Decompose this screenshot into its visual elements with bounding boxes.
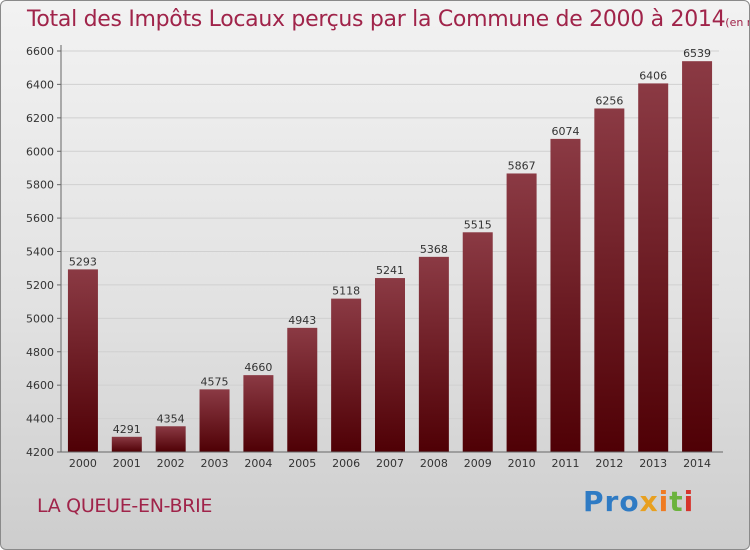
- x-tick-label: 2006: [332, 457, 360, 470]
- x-tick-label: 2000: [69, 457, 97, 470]
- bar-value-label: 4575: [201, 375, 229, 388]
- x-tick-label: 2003: [201, 457, 229, 470]
- bar-value-label: 4660: [244, 361, 272, 374]
- bar-2006: [331, 298, 362, 452]
- logo-part-3: i: [658, 485, 670, 518]
- chart-unit: (en milliers d'€): [725, 16, 749, 29]
- bar-value-label: 6406: [639, 69, 667, 82]
- x-tick-label: 2009: [464, 457, 492, 470]
- bar-2007: [375, 278, 405, 452]
- y-tick-label: 4800: [26, 346, 54, 359]
- y-tick-label: 6400: [26, 78, 54, 91]
- y-tick-label: 4200: [26, 446, 54, 459]
- x-tick-label: 2013: [639, 457, 667, 470]
- bar-2003: [199, 389, 230, 452]
- y-tick-label: 6000: [26, 145, 54, 158]
- bar-2010: [506, 173, 537, 452]
- bar-2012: [594, 108, 625, 452]
- bar-2004: [243, 375, 274, 452]
- axes: [60, 45, 723, 453]
- logo-part-1: Pro: [583, 485, 640, 518]
- bar-2011: [550, 138, 581, 452]
- bar-2000: [67, 269, 98, 452]
- x-tick-label: 2001: [113, 457, 141, 470]
- bar-value-label: 4291: [113, 423, 141, 436]
- x-axis-ticks: 2000 2001 2002 2003 2004 2005 2006 2007 2008 2009…: [69, 457, 711, 470]
- bar-value-label: 6539: [683, 47, 711, 60]
- logo-part-5: i: [683, 485, 695, 518]
- x-tick-label: 2008: [420, 457, 448, 470]
- bar-value-label: 5368: [420, 243, 448, 256]
- y-tick-label: 5600: [26, 212, 54, 225]
- x-tick-label: 2010: [508, 457, 536, 470]
- commune-name: LA QUEUE-EN-BRIE: [37, 495, 213, 517]
- y-tick-label: 5200: [26, 279, 54, 292]
- x-tick-label: 2004: [244, 457, 272, 470]
- x-tick-label: 2002: [157, 457, 185, 470]
- x-tick-label: 2014: [683, 457, 711, 470]
- x-tick-label: 2012: [595, 457, 623, 470]
- bar-value-label: 5241: [376, 264, 404, 277]
- bar-2013: [638, 83, 669, 452]
- bar-2009: [462, 232, 493, 452]
- logo-part-2: x: [639, 485, 659, 518]
- y-tick-label: 4600: [26, 379, 54, 392]
- bar-2002: [155, 426, 186, 452]
- proxiti-logo: Proxiti: [583, 485, 694, 518]
- x-tick-label: 2011: [551, 457, 579, 470]
- bar-value-label: 4354: [157, 412, 185, 425]
- bar-2005: [287, 327, 318, 452]
- bar-2008: [418, 256, 449, 452]
- bar-value-label: 5118: [332, 285, 360, 298]
- chart-title: Total des Impôts Locaux perçus par la Co…: [27, 7, 749, 32]
- bar-value-label: 5515: [464, 218, 492, 231]
- bars: 5293 4291 4354 4575 4660 4943 5118 5241 5368 5515…: [67, 47, 713, 453]
- chart-title-text: Total des Impôts Locaux perçus par la Co…: [27, 7, 726, 32]
- y-tick-label: 6600: [26, 45, 54, 58]
- x-tick-label: 2005: [288, 457, 316, 470]
- bar-2014: [682, 61, 713, 453]
- bar-value-label: 6256: [595, 94, 623, 107]
- bar-value-label: 5293: [69, 255, 97, 268]
- y-tick-label: 5000: [26, 312, 54, 325]
- bar-value-label: 5867: [508, 159, 536, 172]
- y-tick-label: 4400: [26, 413, 54, 426]
- y-tick-label: 5400: [26, 246, 54, 259]
- y-axis-ticks: 4200 4400 4600 4800 5000 5200 5400 5600 5800 6000…: [26, 45, 61, 459]
- bar-value-label: 6074: [551, 125, 579, 138]
- bar-value-label: 4943: [288, 314, 316, 327]
- y-tick-label: 5800: [26, 179, 54, 192]
- y-tick-label: 6200: [26, 112, 54, 125]
- bar-2001: [111, 436, 142, 452]
- logo-part-4: t: [669, 485, 684, 518]
- x-tick-label: 2007: [376, 457, 404, 470]
